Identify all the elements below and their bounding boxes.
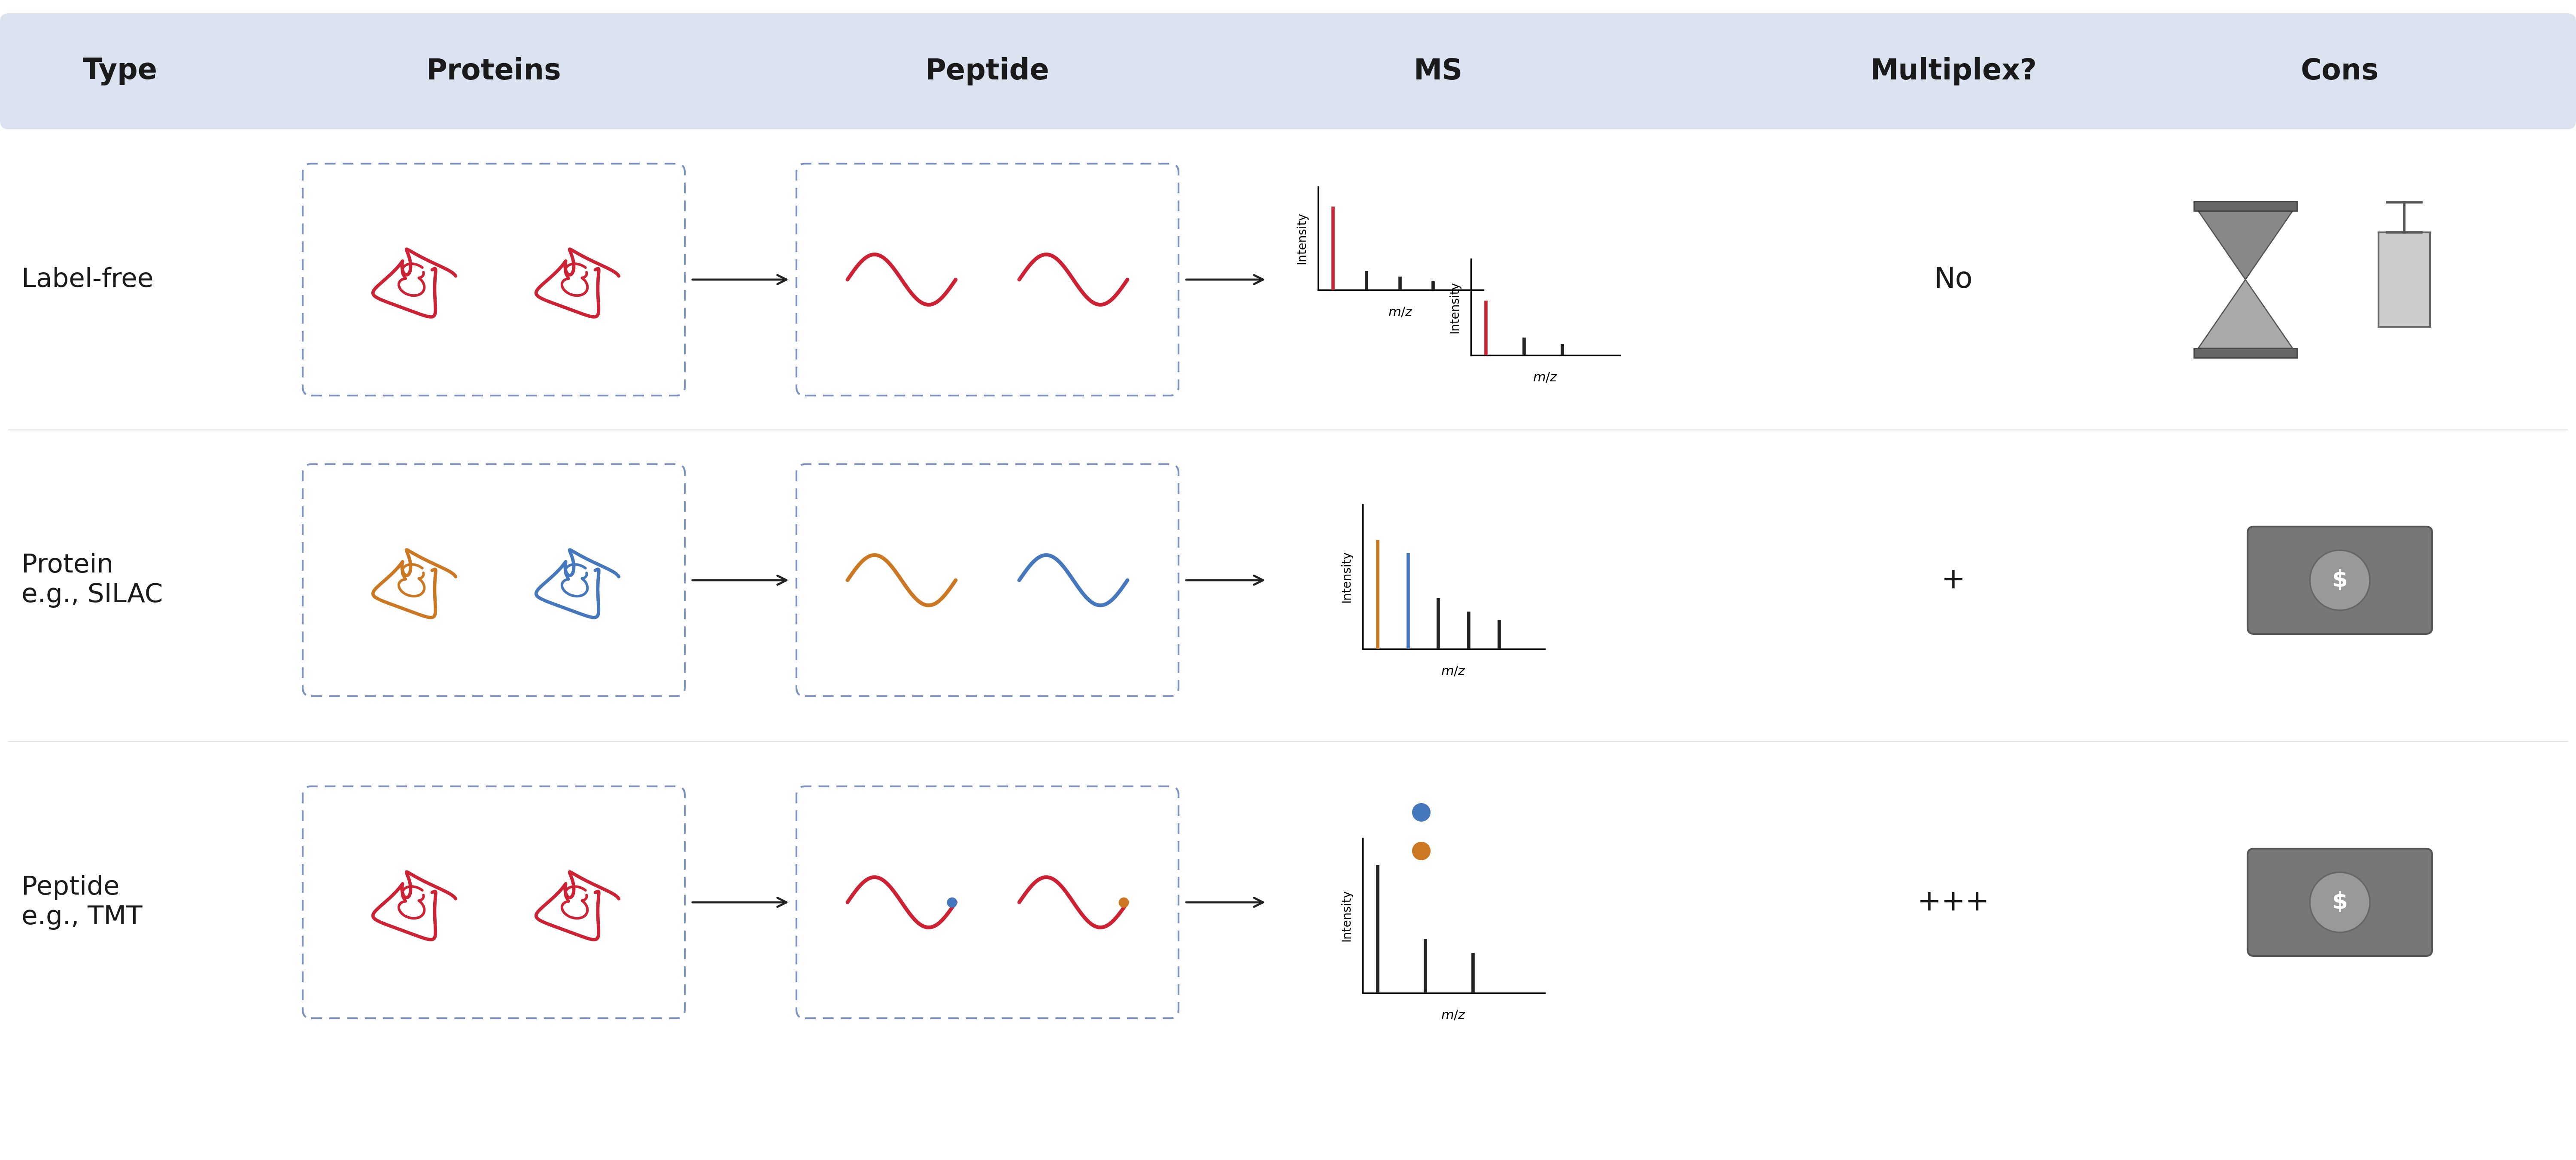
Text: Label-free: Label-free — [21, 267, 155, 292]
Text: Peptide
e.g., TMT: Peptide e.g., TMT — [21, 875, 142, 929]
Text: $m/z$: $m/z$ — [1533, 371, 1558, 384]
Text: +++: +++ — [1917, 889, 1989, 916]
Text: MS: MS — [1414, 57, 1463, 86]
FancyBboxPatch shape — [2378, 232, 2429, 327]
FancyBboxPatch shape — [304, 464, 685, 696]
FancyBboxPatch shape — [796, 164, 1180, 396]
FancyBboxPatch shape — [304, 786, 685, 1018]
Text: Multiplex?: Multiplex? — [1870, 57, 2038, 86]
Text: Intensity: Intensity — [1296, 212, 1309, 264]
Text: Cons: Cons — [2300, 57, 2378, 86]
Polygon shape — [2197, 280, 2293, 348]
Text: Intensity: Intensity — [1340, 551, 1352, 602]
Circle shape — [2311, 872, 2370, 933]
FancyBboxPatch shape — [2195, 348, 2298, 357]
Text: $m/z$: $m/z$ — [1440, 665, 1466, 677]
Text: $m/z$: $m/z$ — [1440, 1009, 1466, 1022]
FancyBboxPatch shape — [2246, 527, 2432, 633]
Text: Proteins: Proteins — [425, 57, 562, 86]
Text: Protein
e.g., SILAC: Protein e.g., SILAC — [21, 553, 162, 608]
FancyBboxPatch shape — [304, 164, 685, 396]
Text: No: No — [1935, 266, 1973, 293]
Text: Intensity: Intensity — [1340, 890, 1352, 942]
FancyBboxPatch shape — [796, 464, 1180, 696]
FancyBboxPatch shape — [0, 13, 2576, 129]
Text: Intensity: Intensity — [1448, 281, 1461, 333]
Text: $: $ — [2331, 570, 2347, 592]
FancyBboxPatch shape — [796, 786, 1180, 1018]
Text: +: + — [1942, 566, 1965, 594]
Circle shape — [2311, 550, 2370, 610]
Text: $m/z$: $m/z$ — [1388, 306, 1414, 319]
FancyBboxPatch shape — [2195, 202, 2298, 211]
Text: Peptide: Peptide — [925, 57, 1048, 86]
Text: Type: Type — [82, 57, 157, 86]
Text: $: $ — [2331, 891, 2347, 913]
FancyBboxPatch shape — [2246, 849, 2432, 956]
Polygon shape — [2197, 211, 2293, 280]
